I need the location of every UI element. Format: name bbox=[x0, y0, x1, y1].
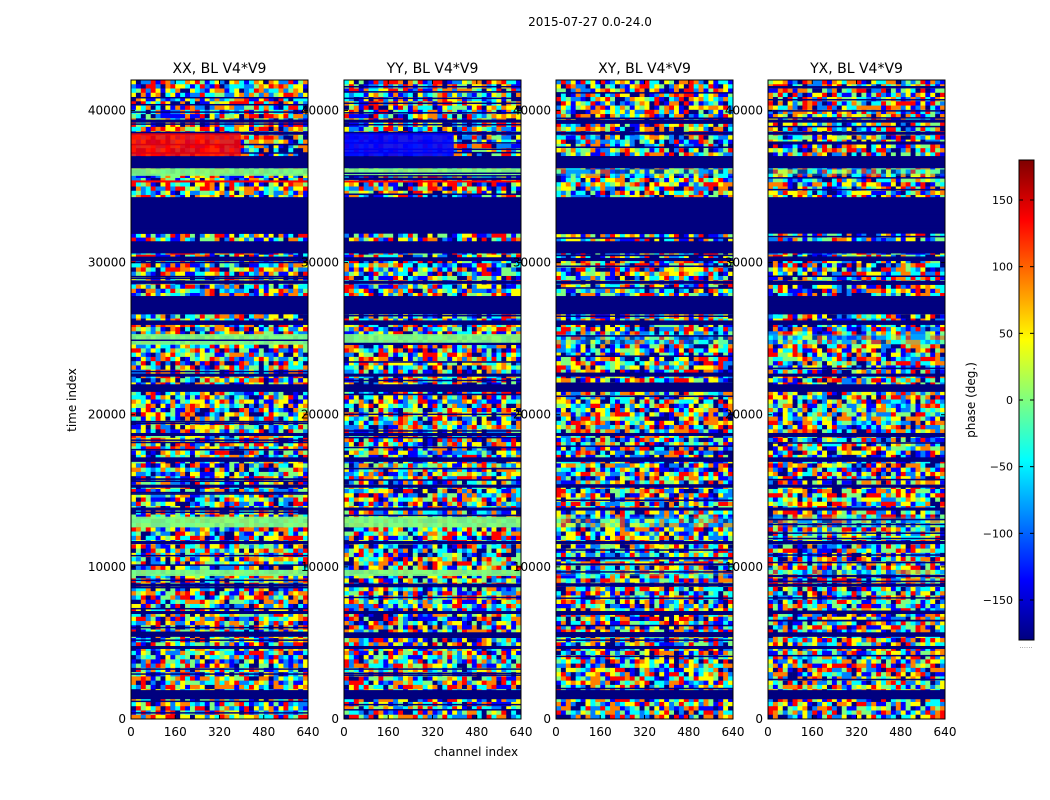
x-tick-label: 0 bbox=[340, 725, 348, 739]
colorbar-tick-label: −50 bbox=[990, 461, 1013, 474]
x-tick-label: 320 bbox=[421, 725, 444, 739]
x-tick-label: 0 bbox=[764, 725, 772, 739]
y-tick-label: 10000 bbox=[513, 560, 551, 574]
y-tick-label: 20000 bbox=[513, 408, 551, 422]
y-tick-label: 20000 bbox=[301, 408, 339, 422]
colorbar-tick-label: −100 bbox=[983, 527, 1013, 540]
panel-xy: XY, BL V4*V9 0 160 320 480 640 0 10000 20000 3000… bbox=[513, 61, 745, 739]
panel-title: YY, BL V4*V9 bbox=[386, 61, 479, 77]
colorbar-label: phase (deg.) bbox=[964, 362, 978, 438]
x-tick-label: 480 bbox=[465, 725, 488, 739]
y-tick-label: 0 bbox=[543, 712, 551, 726]
y-tick-label: 40000 bbox=[513, 103, 551, 117]
x-tick-label: 160 bbox=[589, 725, 612, 739]
x-tick-label: 160 bbox=[801, 725, 824, 739]
y-tick-label: 40000 bbox=[725, 103, 763, 117]
y-tick-label: 30000 bbox=[88, 256, 126, 270]
y-tick-label: 0 bbox=[755, 712, 763, 726]
x-tick-label: 480 bbox=[677, 725, 700, 739]
y-tick-label: 20000 bbox=[88, 408, 126, 422]
y-tick-label: 10000 bbox=[88, 560, 126, 574]
panel-title: XY, BL V4*V9 bbox=[598, 61, 691, 77]
figure-suptitle: 2015-07-27 0.0-24.0 bbox=[528, 15, 652, 29]
panel-title: XX, BL V4*V9 bbox=[173, 61, 267, 77]
x-tick-label: 320 bbox=[208, 725, 231, 739]
colorbar-tick-label: 50 bbox=[999, 327, 1013, 340]
y-tick-label: 10000 bbox=[301, 560, 339, 574]
x-tick-label: 160 bbox=[377, 725, 400, 739]
colorbar-tick-label: 150 bbox=[992, 194, 1013, 207]
x-tick-label: 160 bbox=[164, 725, 187, 739]
x-tick-label: 640 bbox=[510, 725, 533, 739]
colorbar-tick-label: −150 bbox=[983, 594, 1013, 607]
heatmap-image-xy bbox=[556, 80, 733, 719]
heatmap-image-yx bbox=[768, 80, 945, 719]
y-tick-label: 30000 bbox=[725, 256, 763, 270]
y-tick-label: 40000 bbox=[301, 103, 339, 117]
x-axis-label: channel index bbox=[434, 745, 518, 759]
y-tick-label: 0 bbox=[331, 712, 339, 726]
colorbar: −150 −100 −50 0 50 100 150 bbox=[983, 159, 1035, 641]
x-tick-label: 640 bbox=[934, 725, 957, 739]
panel-yy: YY, BL V4*V9 0 160 320 480 640 0 10000 20000 3000… bbox=[301, 61, 533, 739]
x-tick-label: 0 bbox=[127, 725, 135, 739]
x-tick-label: 640 bbox=[722, 725, 745, 739]
panel-yx: YX, BL V4*V9 0 160 320 480 640 0 10000 20000 3000… bbox=[725, 61, 957, 739]
y-tick-label: 0 bbox=[118, 712, 126, 726]
x-tick-label: 320 bbox=[633, 725, 656, 739]
x-tick-label: 320 bbox=[845, 725, 868, 739]
y-tick-label: 30000 bbox=[513, 256, 551, 270]
x-tick-label: 640 bbox=[297, 725, 320, 739]
y-tick-label: 20000 bbox=[725, 408, 763, 422]
y-tick-label: 40000 bbox=[88, 103, 126, 117]
colorbar-footer: ...... bbox=[1019, 642, 1032, 650]
y-axis-label: time index bbox=[65, 368, 79, 432]
panel-xx: XX, BL V4*V9 0 160 320 480 640 0 10000 20000 3000… bbox=[88, 61, 320, 739]
colorbar-tick-label: 0 bbox=[1006, 394, 1013, 407]
y-tick-label: 30000 bbox=[301, 256, 339, 270]
heatmap-image-xx bbox=[131, 80, 308, 719]
y-tick-label: 10000 bbox=[725, 560, 763, 574]
colorbar-tick-label: 100 bbox=[992, 261, 1013, 274]
panel-title: YX, BL V4*V9 bbox=[809, 61, 903, 77]
panels-group: XX, BL V4*V9 0 160 320 480 640 0 10000 20000 3000… bbox=[88, 61, 957, 739]
x-tick-label: 0 bbox=[552, 725, 560, 739]
x-tick-label: 480 bbox=[252, 725, 275, 739]
x-tick-label: 480 bbox=[889, 725, 912, 739]
heatmap-image-yy bbox=[344, 80, 521, 719]
